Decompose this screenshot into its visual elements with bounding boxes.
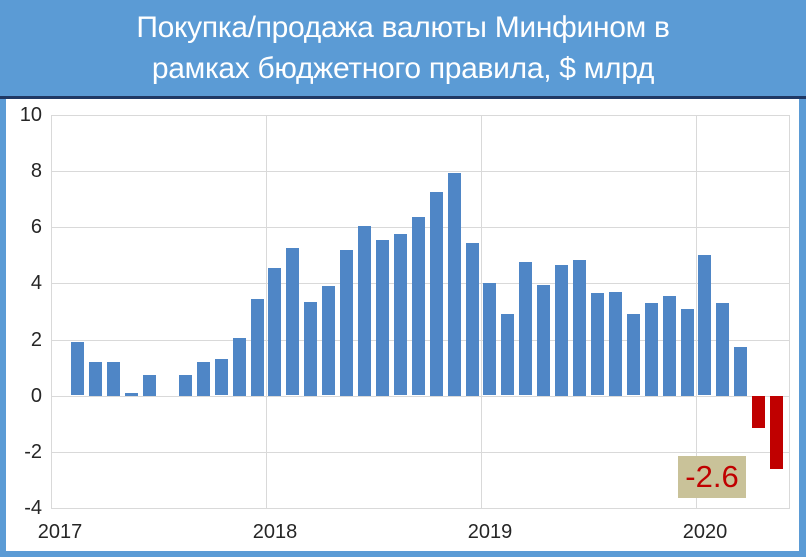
bar-2017-10 — [215, 359, 228, 395]
y-tick-label--2: -2 — [24, 441, 42, 463]
x-tick-label-2019: 2019 — [467, 521, 513, 543]
bar-2018-07 — [376, 240, 389, 396]
bar-2017-12 — [251, 299, 264, 396]
y-tick-label-6: 6 — [30, 216, 42, 238]
bar-2017-02 — [71, 342, 84, 395]
bar-2019-11 — [663, 296, 676, 396]
bar-2018-06 — [358, 226, 371, 396]
gridline-x-2020 — [696, 115, 697, 508]
bar-2019-02 — [501, 314, 514, 395]
bar-2019-06 — [573, 260, 586, 396]
chart-title-line2: рамках бюджетного правила, $ млрд — [151, 52, 655, 85]
title-separator — [0, 96, 806, 99]
y-tick-label-4: 4 — [30, 272, 42, 294]
bar-2020-03 — [734, 347, 747, 396]
bar-2020-02 — [716, 303, 729, 396]
bar-2018-11 — [448, 173, 461, 396]
bar-2017-08 — [179, 375, 192, 396]
bar-2017-04 — [107, 362, 120, 396]
bar-2018-08 — [394, 234, 407, 395]
bar-2018-12 — [466, 243, 479, 396]
frame-border-right — [799, 99, 806, 557]
bar-2019-07 — [591, 293, 604, 395]
x-tick-label-2017: 2017 — [37, 521, 83, 543]
bar-2018-03 — [304, 302, 317, 396]
gridline-y--2 — [51, 452, 790, 453]
gridline-y-8 — [51, 171, 790, 172]
bar-2018-02 — [286, 248, 299, 395]
bar-2018-10 — [430, 192, 443, 396]
bar-2019-01 — [483, 283, 496, 395]
bar-2019-03 — [519, 262, 532, 395]
annotation-label: -2.6 — [678, 456, 746, 498]
bar-2020-04 — [752, 396, 765, 428]
bar-2018-09 — [412, 217, 425, 395]
bar-2018-01 — [268, 268, 281, 396]
y-tick-label-2: 2 — [30, 329, 42, 351]
plot-area — [51, 115, 790, 509]
bar-2018-04 — [322, 286, 335, 395]
chart-title: Покупка/продажа валюты Минфином в рамках… — [0, 0, 806, 96]
y-tick-label-8: 8 — [30, 160, 42, 182]
gridline-y-0 — [51, 396, 790, 397]
gridline-y-10 — [51, 115, 790, 116]
bar-2019-05 — [555, 265, 568, 396]
bar-2018-05 — [340, 250, 353, 396]
bar-2020-05 — [770, 396, 783, 469]
frame-border-left — [0, 99, 6, 557]
chart-title-line1: Покупка/продажа валюты Минфином в — [136, 11, 670, 44]
bar-2019-10 — [645, 303, 658, 396]
bar-2017-09 — [197, 362, 210, 396]
gridline-x-2018 — [266, 115, 267, 508]
bar-2019-12 — [681, 309, 694, 396]
y-tick-label-0: 0 — [30, 385, 42, 407]
gridline-x-2017 — [51, 115, 52, 508]
bar-2017-03 — [89, 362, 102, 396]
frame-border-bottom — [0, 551, 806, 557]
bar-2019-09 — [627, 314, 640, 395]
gridline-x-2019 — [481, 115, 482, 508]
x-tick-label-2020: 2020 — [682, 521, 728, 543]
y-tick-label-10: 10 — [19, 104, 42, 126]
bar-2019-08 — [609, 292, 622, 396]
plot-right-border — [789, 115, 790, 508]
x-tick-label-2018: 2018 — [252, 521, 298, 543]
bar-2017-05 — [125, 393, 138, 396]
bar-2020-01 — [698, 255, 711, 395]
bar-2017-06 — [143, 375, 156, 396]
y-tick-label--4: -4 — [24, 497, 42, 519]
bar-2017-11 — [233, 338, 246, 396]
gridline-y--4 — [51, 508, 790, 509]
bar-2019-04 — [537, 285, 550, 396]
